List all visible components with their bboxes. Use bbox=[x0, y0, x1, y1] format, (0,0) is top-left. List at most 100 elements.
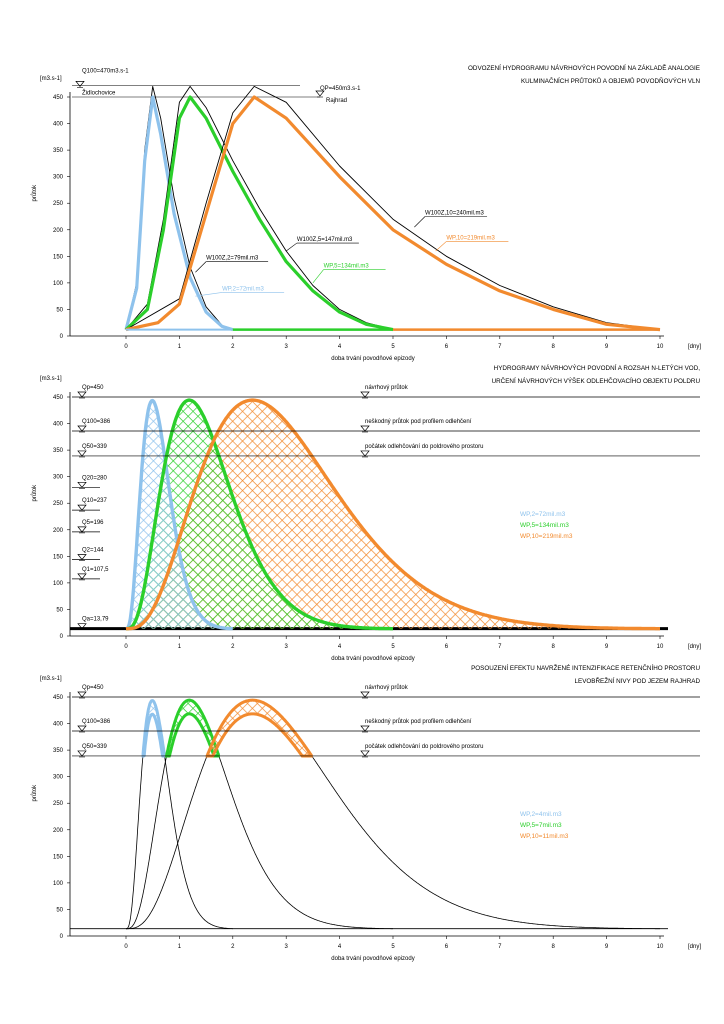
x-tick-label: 7 bbox=[498, 944, 502, 950]
q100-label: Q100=470m3.s-1 bbox=[82, 68, 129, 74]
legend-entry-green: WP,5=7mil.m3 bbox=[520, 822, 562, 829]
water-level-marker bbox=[77, 425, 87, 432]
series-label-leader bbox=[312, 269, 324, 284]
x-tick-label: 10 bbox=[657, 644, 664, 650]
chart-title-line-1: ODVOZENÍ HYDROGRAMU NÁVRHOVÝCH POVODNÍ N… bbox=[468, 63, 700, 72]
y-tick-label: 450 bbox=[53, 395, 64, 401]
x-tick-label: 0 bbox=[124, 344, 128, 350]
hydrograph-green bbox=[125, 398, 394, 631]
q100-station: Židlochovice bbox=[82, 88, 116, 96]
y-tick-label: 400 bbox=[53, 122, 64, 128]
y-tick-label: 150 bbox=[53, 554, 64, 560]
series-line-1 bbox=[124, 95, 234, 332]
y-tick-label: 350 bbox=[53, 148, 64, 154]
x-tick-label: 3 bbox=[285, 644, 289, 650]
x-tick-label: 6 bbox=[445, 944, 449, 950]
legend-entry-orange: WP,10=11mil.m3 bbox=[520, 833, 569, 840]
y-tick-label: 400 bbox=[53, 422, 64, 428]
water-level-marker bbox=[360, 391, 370, 398]
x-tick-label: 8 bbox=[552, 944, 556, 950]
level-label: Q20=280 bbox=[82, 475, 108, 481]
y-tick-label: 0 bbox=[60, 934, 64, 940]
legend-entry-orange: WP,10=219mil.m3 bbox=[520, 533, 573, 540]
x-tick-label: 3 bbox=[285, 944, 289, 950]
legend-entry-blue: WP,2=4mil.m3 bbox=[520, 811, 562, 818]
chart-title-line-1: POSOUZENÍ EFEKTU NAVRŽENÉ INTENZIFIKACE … bbox=[471, 663, 700, 672]
x-tick-label: 4 bbox=[338, 944, 342, 950]
qp-station: Rajhrad bbox=[326, 98, 347, 104]
water-level-marker bbox=[77, 623, 87, 630]
qp-label: QP=450m3.s-1 bbox=[320, 86, 361, 92]
x-tick-label: 3 bbox=[285, 344, 289, 350]
series-line-3 bbox=[124, 95, 394, 332]
water-level-marker bbox=[77, 750, 87, 757]
y-tick-label: 300 bbox=[53, 175, 64, 181]
x-tick-label: 6 bbox=[445, 644, 449, 650]
water-level-marker bbox=[360, 691, 370, 698]
y-tick-label: 450 bbox=[53, 695, 64, 701]
hydrograph-outline-green bbox=[126, 699, 393, 930]
x-tick-label: 2 bbox=[231, 944, 235, 950]
y-tick-label: 0 bbox=[60, 634, 64, 640]
retention-area-blue bbox=[141, 699, 166, 758]
y-tick-label: 400 bbox=[53, 722, 64, 728]
x-unit: [dny] bbox=[688, 644, 701, 650]
x-tick-label: 0 bbox=[124, 944, 128, 950]
x-tick-label: 9 bbox=[605, 944, 609, 950]
level-note: návrhový průtok bbox=[365, 684, 409, 691]
y-axis-label: průtok bbox=[31, 184, 38, 202]
level-label: Q100=386 bbox=[82, 719, 111, 725]
level-label: Q1=107,5 bbox=[82, 567, 109, 573]
y-tick-label: 250 bbox=[53, 801, 64, 807]
series-label: WP,2=72mil.m3 bbox=[222, 286, 264, 292]
chart-title-line-2: LEVOBŘEŽNÍ NIVY POD JEZEM RAJHRAD bbox=[575, 676, 701, 685]
retention-area-orange bbox=[205, 698, 313, 758]
water-level-marker bbox=[77, 526, 87, 533]
x-tick-label: 4 bbox=[338, 344, 342, 350]
x-axis-label: doba trvání povodňové epizody bbox=[331, 656, 414, 662]
water-level-marker bbox=[77, 450, 87, 457]
y-axis-label: průtok bbox=[31, 484, 38, 502]
x-tick-label: 5 bbox=[391, 644, 395, 650]
y-tick-label: 50 bbox=[56, 607, 63, 613]
series-label-leader bbox=[286, 242, 298, 252]
chart-design-hydrographs: 0 50 100 150 200 250 300 350 400 450 0 1 2 3 4 5 6 7 8 9 10 [… bbox=[31, 63, 701, 362]
series-label: W100Z,5=147mil.m3 bbox=[297, 237, 353, 243]
series-label: W100Z,10=240mil.m3 bbox=[425, 211, 485, 217]
chart-title-line-1: HYDROGRAMY NÁVRHOVÝCH POVODNÍ A ROZSAH N… bbox=[494, 363, 701, 372]
water-level-marker bbox=[77, 481, 87, 488]
water-level-marker bbox=[77, 504, 87, 511]
y-tick-label: 150 bbox=[53, 854, 64, 860]
y-unit: [m3.s-1] bbox=[40, 676, 62, 682]
y-tick-label: 200 bbox=[53, 228, 64, 234]
x-tick-label: 2 bbox=[231, 644, 235, 650]
level-label: Q10=237 bbox=[82, 498, 108, 504]
legend-entry-green: WP,5=134mil.m3 bbox=[520, 522, 569, 529]
chart-n-year-floods: 0 50 100 150 200 250 300 350 400 450 0 1 2 3 4 5 6 7 8 9 10 [… bbox=[31, 363, 701, 662]
x-axis-label: doba trvání povodňové epizody bbox=[331, 956, 414, 962]
chart-title-line-2: URČENÍ NÁVRHOVÝCH VÝŠEK ODLEHČOVACÍHO OB… bbox=[492, 376, 701, 385]
x-tick-label: 7 bbox=[498, 644, 502, 650]
y-axis-label: průtok bbox=[31, 784, 38, 802]
hatched-area-blue bbox=[126, 400, 233, 629]
y-unit: [m3.s-1] bbox=[40, 76, 62, 82]
legend-entry-blue: WP,2=72mil.m3 bbox=[520, 511, 566, 518]
x-tick-label: 8 bbox=[552, 344, 556, 350]
y-tick-label: 100 bbox=[53, 581, 64, 587]
water-level-marker bbox=[315, 90, 325, 97]
series-label: WP,10=219mil.m3 bbox=[446, 235, 495, 241]
x-tick-label: 1 bbox=[178, 644, 182, 650]
level-note: neškodný průtok pod profilem odlehčení bbox=[365, 418, 472, 425]
series-label: WP,5=134mil.m3 bbox=[324, 264, 370, 270]
x-tick-label: 1 bbox=[178, 944, 182, 950]
level-note: návrhový průtok bbox=[365, 384, 409, 391]
series-label: W100Z,2=79mil.m3 bbox=[206, 256, 259, 262]
y-tick-label: 50 bbox=[56, 907, 63, 913]
x-tick-label: 5 bbox=[391, 944, 395, 950]
x-unit: [dny] bbox=[688, 344, 701, 350]
x-tick-label: 10 bbox=[657, 944, 664, 950]
series-label-leader bbox=[195, 292, 223, 297]
y-tick-label: 50 bbox=[56, 307, 63, 313]
level-note: počátek odlehčování do poldrového prosto… bbox=[365, 744, 483, 750]
